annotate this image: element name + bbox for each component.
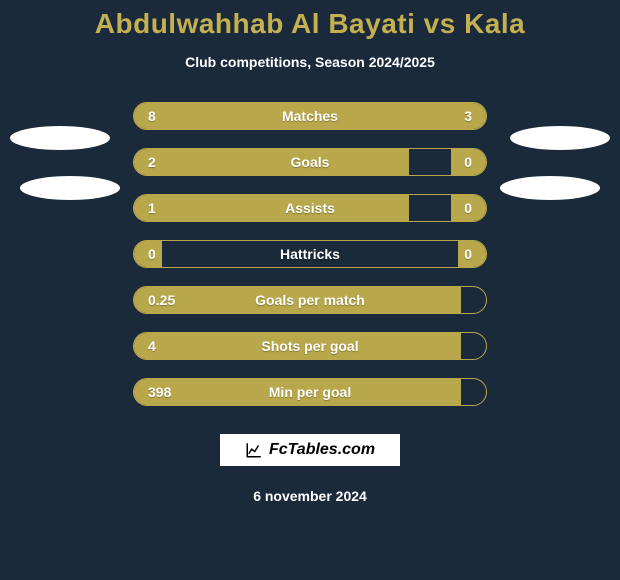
stat-bar: 20Goals	[133, 148, 487, 176]
stat-value-right: 0	[464, 149, 472, 175]
stat-fill-left	[134, 149, 409, 175]
stat-row: 4Shots per goal	[0, 332, 620, 360]
stat-row: 0.25Goals per match	[0, 286, 620, 314]
comparison-card: Abdulwahhab Al Bayati vs Kala Club compe…	[0, 0, 620, 580]
stat-bar: 0 0Hattricks	[133, 240, 487, 268]
watermark-text: FcTables.com	[269, 441, 375, 459]
stat-value-right: 0	[464, 241, 472, 267]
page-title: Abdulwahhab Al Bayati vs Kala	[95, 8, 525, 40]
stat-value-left: 0	[148, 241, 156, 267]
stat-row: 20Goals	[0, 148, 620, 176]
subtitle: Club competitions, Season 2024/2025	[185, 54, 435, 70]
stat-row: 398Min per goal	[0, 378, 620, 406]
stat-label: Hattricks	[134, 241, 486, 267]
stat-value-left: 8	[148, 103, 156, 129]
stat-fill-left	[134, 379, 461, 405]
stat-bar: 10Assists	[133, 194, 487, 222]
stat-fill-left	[134, 333, 461, 359]
stat-bar: 83Matches	[133, 102, 487, 130]
stat-value-left: 4	[148, 333, 156, 359]
stat-fill-left	[134, 103, 391, 129]
stat-value-left: 2	[148, 149, 156, 175]
stats-list: 83Matches20Goals10Assists00Hattricks0.25…	[0, 102, 620, 406]
stat-value-left: 0.25	[148, 287, 175, 313]
stat-value-right: 3	[464, 103, 472, 129]
stat-row: 83Matches	[0, 102, 620, 130]
stat-bar: 4Shots per goal	[133, 332, 487, 360]
stat-bar: 0.25Goals per match	[133, 286, 487, 314]
stat-value-right: 0	[464, 195, 472, 221]
stat-row: 10Assists	[0, 194, 620, 222]
stat-value-left: 398	[148, 379, 171, 405]
stat-row: 0 0Hattricks	[0, 240, 620, 268]
date: 6 november 2024	[253, 488, 367, 504]
stat-fill-left	[134, 287, 461, 313]
stat-bar: 398Min per goal	[133, 378, 487, 406]
chart-icon	[245, 441, 263, 459]
stat-value-left: 1	[148, 195, 156, 221]
watermark: FcTables.com	[220, 434, 400, 466]
stat-fill-left	[134, 195, 409, 221]
